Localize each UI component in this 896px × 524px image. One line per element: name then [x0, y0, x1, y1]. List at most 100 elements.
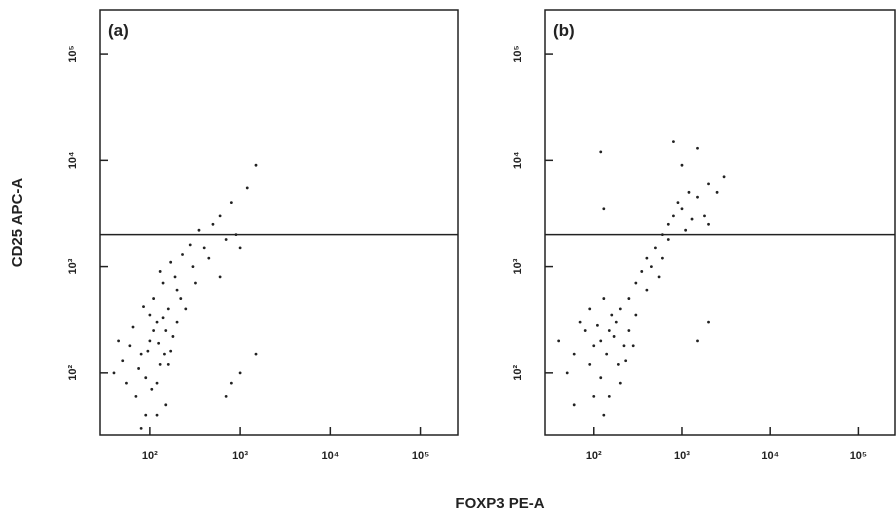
point — [696, 339, 699, 343]
point — [121, 359, 125, 363]
point — [181, 253, 184, 256]
point — [158, 270, 162, 273]
point — [169, 349, 173, 353]
point — [137, 367, 141, 370]
point — [148, 313, 152, 317]
point — [565, 371, 569, 375]
point — [592, 344, 596, 348]
point — [211, 222, 215, 226]
point — [197, 228, 201, 232]
point — [588, 307, 592, 311]
point — [131, 325, 135, 329]
point — [649, 265, 653, 268]
point — [112, 371, 116, 375]
point — [218, 275, 222, 279]
point — [557, 339, 561, 343]
point — [618, 307, 622, 311]
point — [622, 344, 626, 348]
point — [134, 395, 138, 398]
point — [229, 201, 233, 205]
x-tick-label: 10⁵ — [850, 450, 867, 462]
point — [146, 349, 150, 353]
point — [572, 352, 576, 356]
point — [596, 323, 599, 327]
point — [572, 403, 576, 407]
point — [640, 270, 644, 273]
x-tick-label: 10² — [142, 450, 158, 462]
panel-label: (a) — [108, 21, 129, 40]
point — [631, 344, 635, 348]
point — [218, 214, 222, 218]
point — [171, 335, 175, 338]
point — [645, 256, 649, 260]
point — [707, 222, 710, 226]
y-tick-label: 10³ — [67, 258, 79, 274]
point — [184, 307, 188, 311]
point — [254, 352, 258, 356]
point — [166, 307, 170, 311]
point — [616, 363, 620, 366]
x-tick-label: 10³ — [674, 450, 690, 462]
point — [175, 320, 179, 324]
point — [224, 238, 228, 241]
point — [207, 256, 211, 260]
point — [144, 376, 148, 380]
point — [163, 352, 166, 356]
panel-label: (b) — [553, 21, 575, 40]
point — [583, 329, 587, 332]
point — [202, 246, 206, 250]
y-tick-label: 10⁴ — [512, 151, 524, 169]
point — [234, 233, 238, 237]
point — [612, 335, 616, 338]
point — [602, 207, 606, 211]
x-tick-label: 10⁵ — [412, 450, 429, 462]
point — [157, 341, 161, 345]
x-tick-label: 10⁴ — [321, 450, 339, 462]
plot-frame — [99, 9, 459, 436]
point — [614, 320, 618, 324]
point — [599, 376, 603, 380]
point — [179, 297, 183, 300]
point — [722, 175, 726, 179]
point — [680, 207, 684, 211]
point — [661, 233, 664, 237]
point — [158, 363, 162, 366]
point — [128, 344, 132, 348]
point — [599, 339, 603, 343]
point — [578, 320, 582, 324]
y-tick-label: 10⁵ — [67, 45, 79, 62]
point — [161, 281, 165, 285]
point — [645, 288, 649, 292]
point — [254, 163, 258, 167]
point — [657, 275, 661, 279]
point — [161, 316, 165, 320]
point — [139, 426, 143, 430]
point — [599, 150, 603, 154]
point — [117, 339, 120, 343]
point — [684, 228, 688, 232]
point — [627, 329, 631, 332]
point — [238, 371, 242, 375]
point — [607, 395, 611, 398]
point — [690, 217, 694, 221]
y-tick-label: 10⁵ — [512, 45, 524, 62]
point — [166, 363, 170, 366]
x-tick-label: 10⁴ — [761, 450, 779, 462]
point — [618, 381, 622, 385]
point — [666, 222, 670, 226]
x-tick-label: 10³ — [232, 450, 248, 462]
y-tick-label: 10² — [512, 365, 524, 381]
point — [676, 201, 680, 205]
point — [607, 329, 611, 332]
point — [672, 140, 675, 144]
point — [703, 214, 706, 218]
y-tick-label: 10⁴ — [67, 151, 79, 169]
point — [696, 195, 699, 199]
point — [715, 190, 719, 194]
point — [224, 395, 228, 398]
point — [152, 329, 156, 332]
point — [661, 256, 664, 260]
point — [164, 329, 168, 332]
point — [666, 238, 670, 241]
point — [188, 243, 192, 247]
